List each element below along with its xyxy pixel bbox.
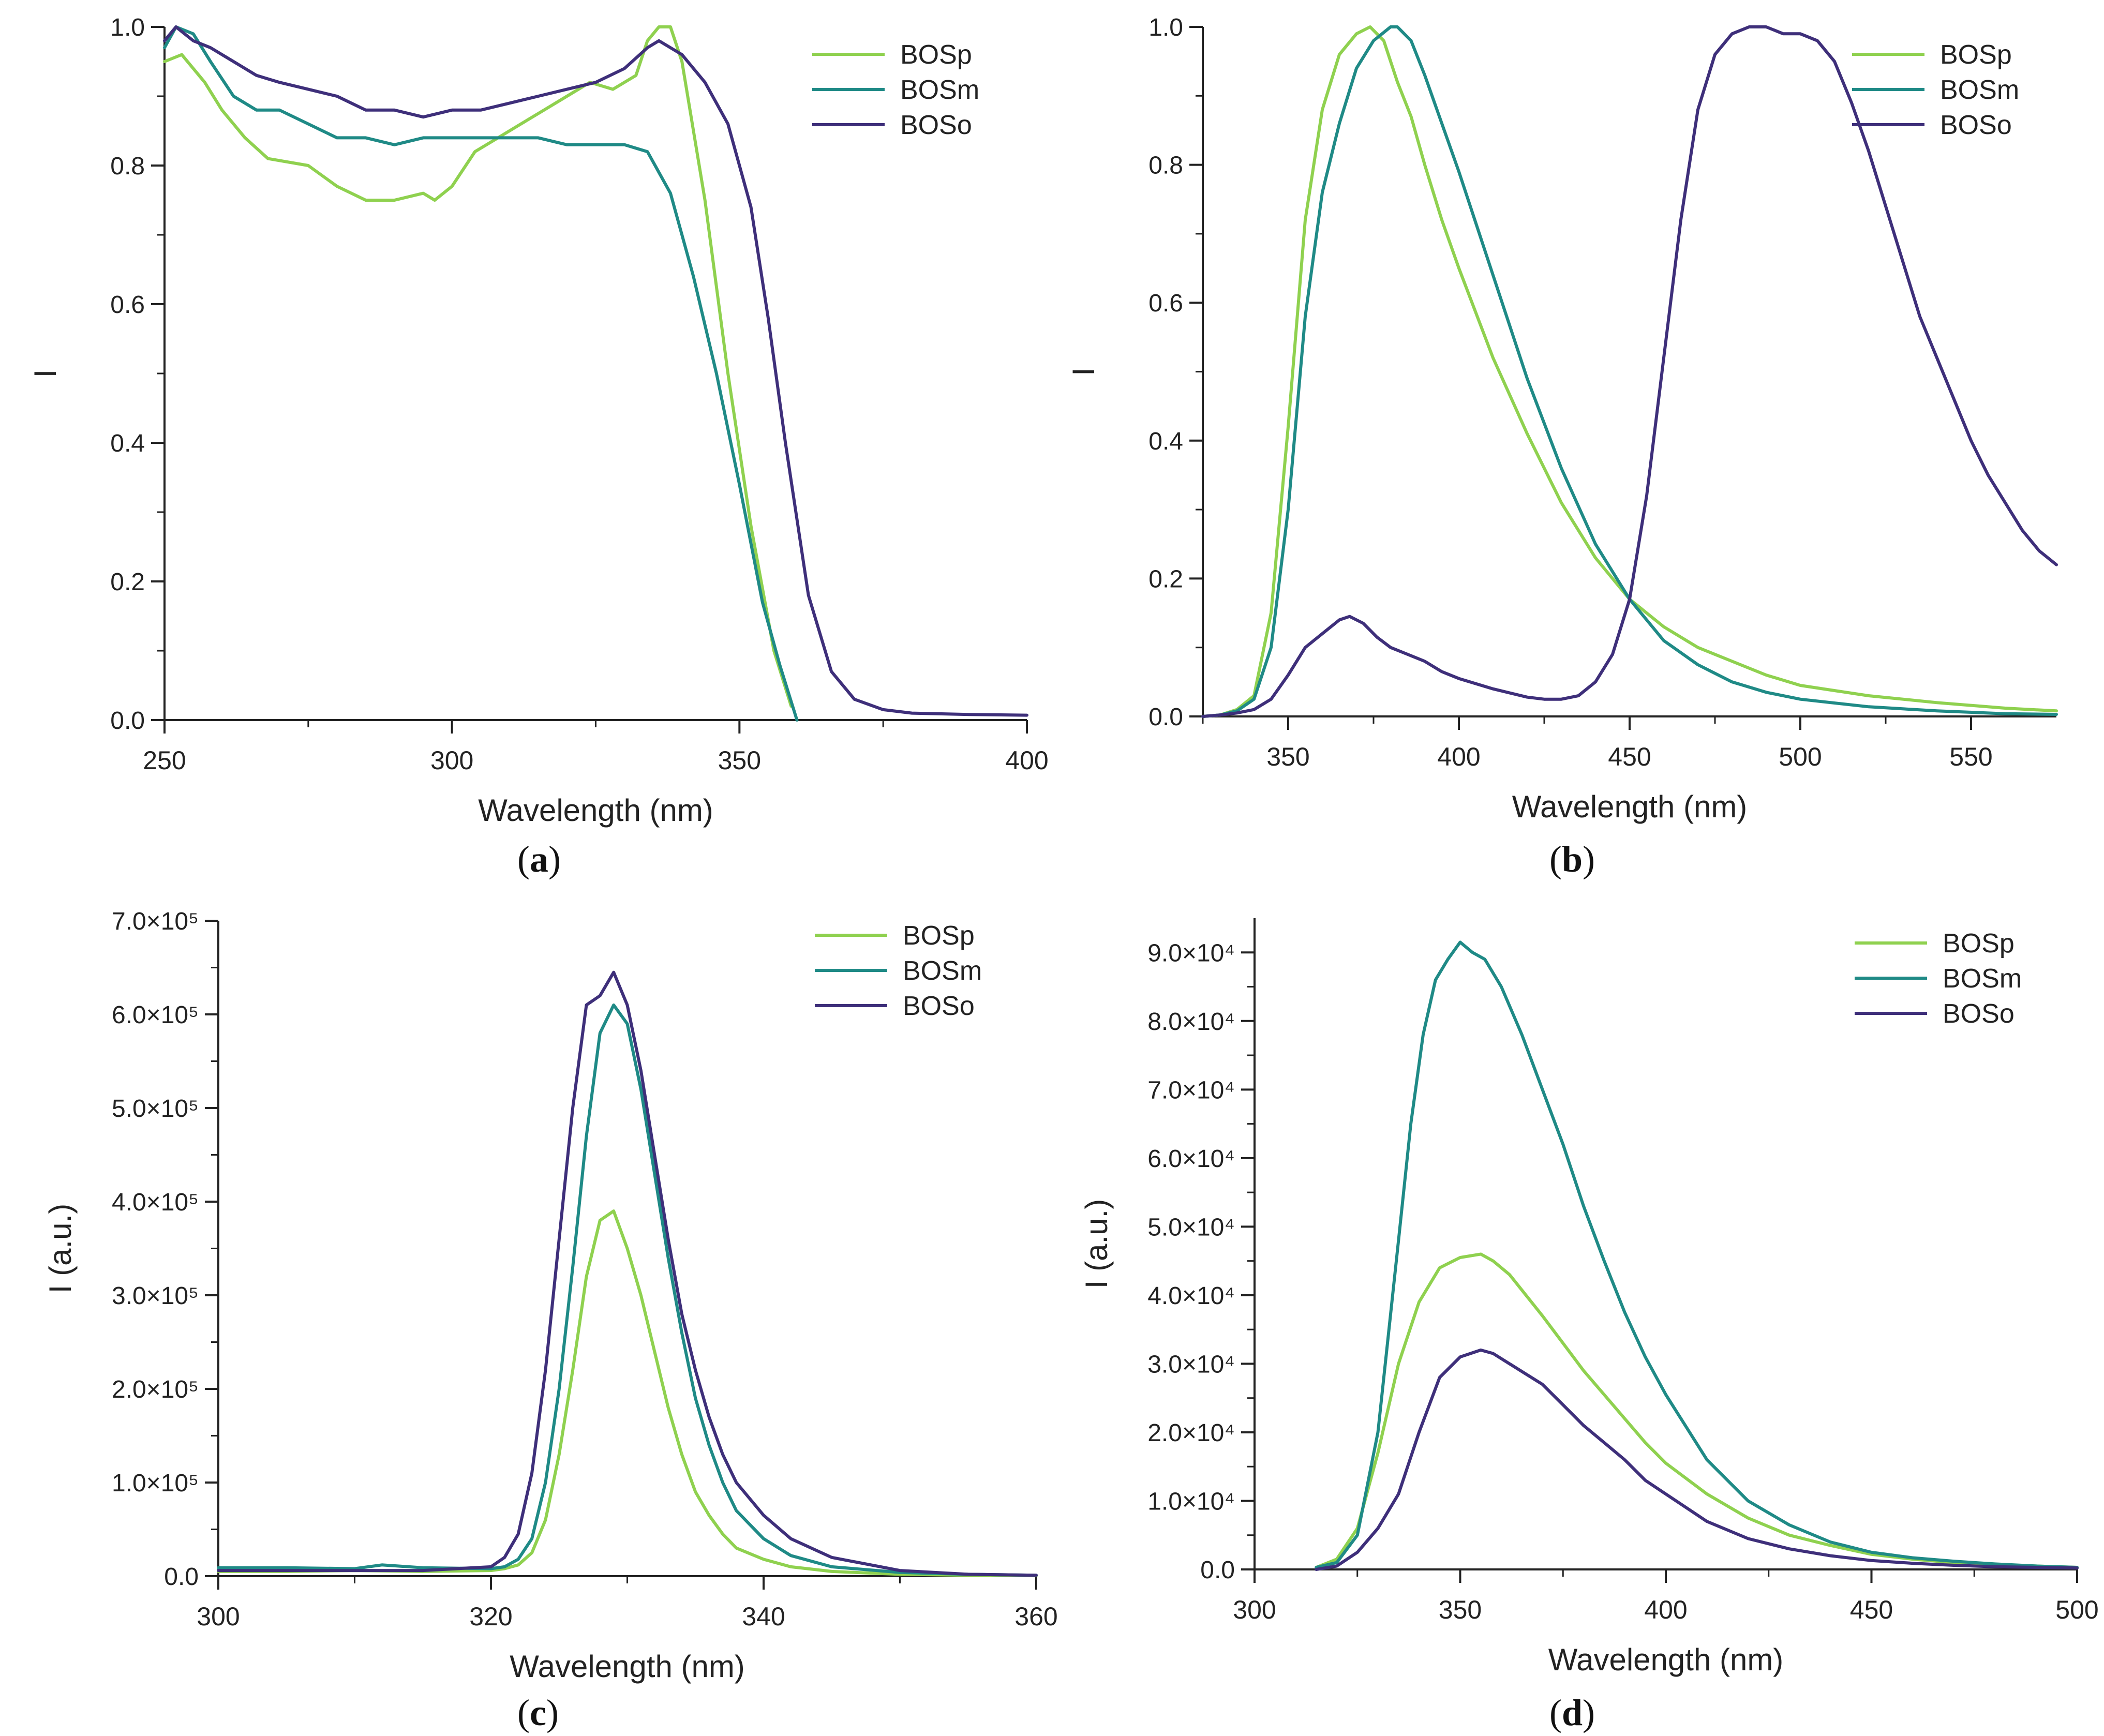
chart-c: 300 320 340 360 0.0 1.0×10⁵ 2.0×10⁵ 3.0×10⁵ 4.0×…	[43, 908, 1058, 1684]
y-tick-label: 0.0	[164, 1563, 199, 1591]
x-axis-label: Wavelength (nm)	[510, 1649, 745, 1684]
y-tick-label: 8.0×10⁴	[1147, 1008, 1235, 1036]
series-line-bosp	[163, 25, 793, 708]
y-tick-label: 7.0×10⁵	[112, 908, 199, 935]
panel-label-d: (d)	[1549, 1692, 1595, 1733]
y-tick-label: 3.0×10⁵	[112, 1282, 199, 1310]
y-axis-label: I (a.u.)	[1079, 1199, 1114, 1289]
y-tick-label: 2.0×10⁴	[1147, 1419, 1235, 1447]
y-tick-label: 1.0	[110, 14, 145, 41]
legend-label-bosp: BOSp	[900, 40, 972, 70]
legend-label-bosm: BOSm	[1940, 75, 2019, 105]
x-tick-label: 350	[1439, 1595, 1482, 1624]
x-tick-label: 400	[1437, 742, 1480, 771]
y-tick-label: 6.0×10⁴	[1147, 1145, 1235, 1173]
chart-a: 250 300 350 400 0.0 0.2 0.4 0.6 0.8 1.0 Wavelength…	[28, 14, 1049, 828]
y-tick-label: 0.8	[110, 153, 145, 180]
series-line-bosm	[163, 25, 799, 722]
y-tick-label: 2.0×10⁵	[112, 1376, 199, 1403]
legend-label-bosp: BOSp	[1940, 40, 2012, 70]
panel-label-b: (b)	[1549, 839, 1595, 880]
y-tick-label: 0.0	[1148, 704, 1183, 731]
legend: BOSp BOSm BOSo	[1855, 929, 2022, 1029]
legend: BOSp BOSm BOSo	[1852, 40, 2019, 140]
y-tick-label: 1.0	[1148, 14, 1183, 41]
y-tick-label: 0.4	[1148, 428, 1183, 455]
legend-label-bosm: BOSm	[900, 75, 979, 105]
x-tick-label: 400	[1644, 1595, 1687, 1624]
y-tick-label: 0.8	[1148, 152, 1183, 179]
y-tick-label: 3.0×10⁴	[1147, 1351, 1235, 1378]
y-tick-label: 1.0×10⁴	[1147, 1488, 1235, 1515]
y-tick-label: 0.0	[110, 707, 145, 735]
series-line-boso	[163, 25, 1028, 717]
y-tick-label: 5.0×10⁴	[1147, 1214, 1235, 1241]
legend-label-bosm: BOSm	[1943, 964, 2022, 994]
series-line-bosm	[217, 1003, 1038, 1577]
x-tick-label: 300	[1233, 1595, 1276, 1624]
x-tick-label: 340	[742, 1602, 785, 1631]
x-tick-label: 350	[718, 746, 761, 775]
y-tick-label: 0.0	[1200, 1557, 1235, 1584]
y-tick-label: 6.0×10⁵	[112, 1001, 199, 1029]
x-tick-label: 400	[1005, 746, 1048, 775]
series-line-boso	[1201, 25, 2058, 718]
legend-label-boso: BOSo	[1943, 999, 2015, 1029]
y-tick-label: 7.0×10⁴	[1147, 1076, 1235, 1104]
x-tick-label: 500	[1779, 742, 1822, 771]
y-tick-label: 0.6	[110, 291, 145, 319]
y-tick-label: 0.6	[1148, 290, 1183, 317]
y-tick-label: 1.0×10⁵	[112, 1470, 199, 1497]
x-axis-label: Wavelength (nm)	[478, 793, 713, 828]
x-tick-label: 300	[197, 1602, 240, 1631]
y-tick-label: 4.0×10⁵	[112, 1189, 199, 1216]
x-tick-label: 550	[1949, 742, 1992, 771]
y-axis-label: I	[28, 369, 63, 378]
legend-label-bosp: BOSp	[1943, 929, 2015, 959]
legend: BOSp BOSm BOSo	[812, 40, 979, 140]
legend-label-boso: BOSo	[900, 110, 972, 140]
y-tick-label: 0.2	[1148, 565, 1183, 593]
legend-label-bosp: BOSp	[903, 921, 975, 951]
series-line-bosm	[1201, 25, 2058, 718]
series-line-bosp	[1201, 25, 2058, 718]
x-tick-label: 450	[1608, 742, 1651, 771]
y-tick-label: 9.0×10⁴	[1147, 939, 1235, 967]
chart-b: 350 400 450 500 550 0.0 0.2 0.4 0.6 0.8 1.0 Wavelen…	[1066, 14, 2058, 824]
legend-label-bosm: BOSm	[903, 956, 982, 986]
series-line-bosp	[1315, 1252, 2079, 1569]
x-tick-label: 360	[1014, 1602, 1057, 1631]
chart-d: 300 350 400 450 500 0.0 1.0×10⁴ 2.0×10⁴ 3.0×10⁴ 4…	[1079, 918, 2099, 1677]
y-tick-label: 0.2	[110, 568, 145, 596]
y-tick-label: 0.4	[110, 430, 145, 457]
x-axis-label: Wavelength (nm)	[1512, 789, 1748, 824]
legend-label-boso: BOSo	[903, 991, 975, 1021]
y-tick-label: 4.0×10⁴	[1147, 1282, 1235, 1310]
x-tick-label: 250	[143, 746, 186, 775]
series-line-bosp	[217, 1209, 1038, 1578]
y-tick-label: 5.0×10⁵	[112, 1095, 199, 1123]
series-line-bosm	[1315, 940, 2079, 1569]
y-axis-label: I (a.u.)	[43, 1204, 78, 1293]
x-tick-label: 500	[2055, 1595, 2098, 1624]
legend-label-boso: BOSo	[1940, 110, 2012, 140]
y-axis-label: I	[1066, 367, 1101, 376]
x-axis-label: Wavelength (nm)	[1548, 1642, 1784, 1677]
x-tick-label: 350	[1266, 742, 1309, 771]
legend: BOSp BOSm BOSo	[815, 921, 982, 1021]
x-tick-label: 300	[430, 746, 473, 775]
x-tick-label: 450	[1850, 1595, 1893, 1624]
series-line-boso	[1315, 1348, 2079, 1571]
series-line-boso	[217, 970, 1038, 1577]
panel-label-a: (a)	[517, 839, 561, 880]
x-tick-label: 320	[469, 1602, 512, 1631]
panel-label-c: (c)	[517, 1692, 559, 1733]
